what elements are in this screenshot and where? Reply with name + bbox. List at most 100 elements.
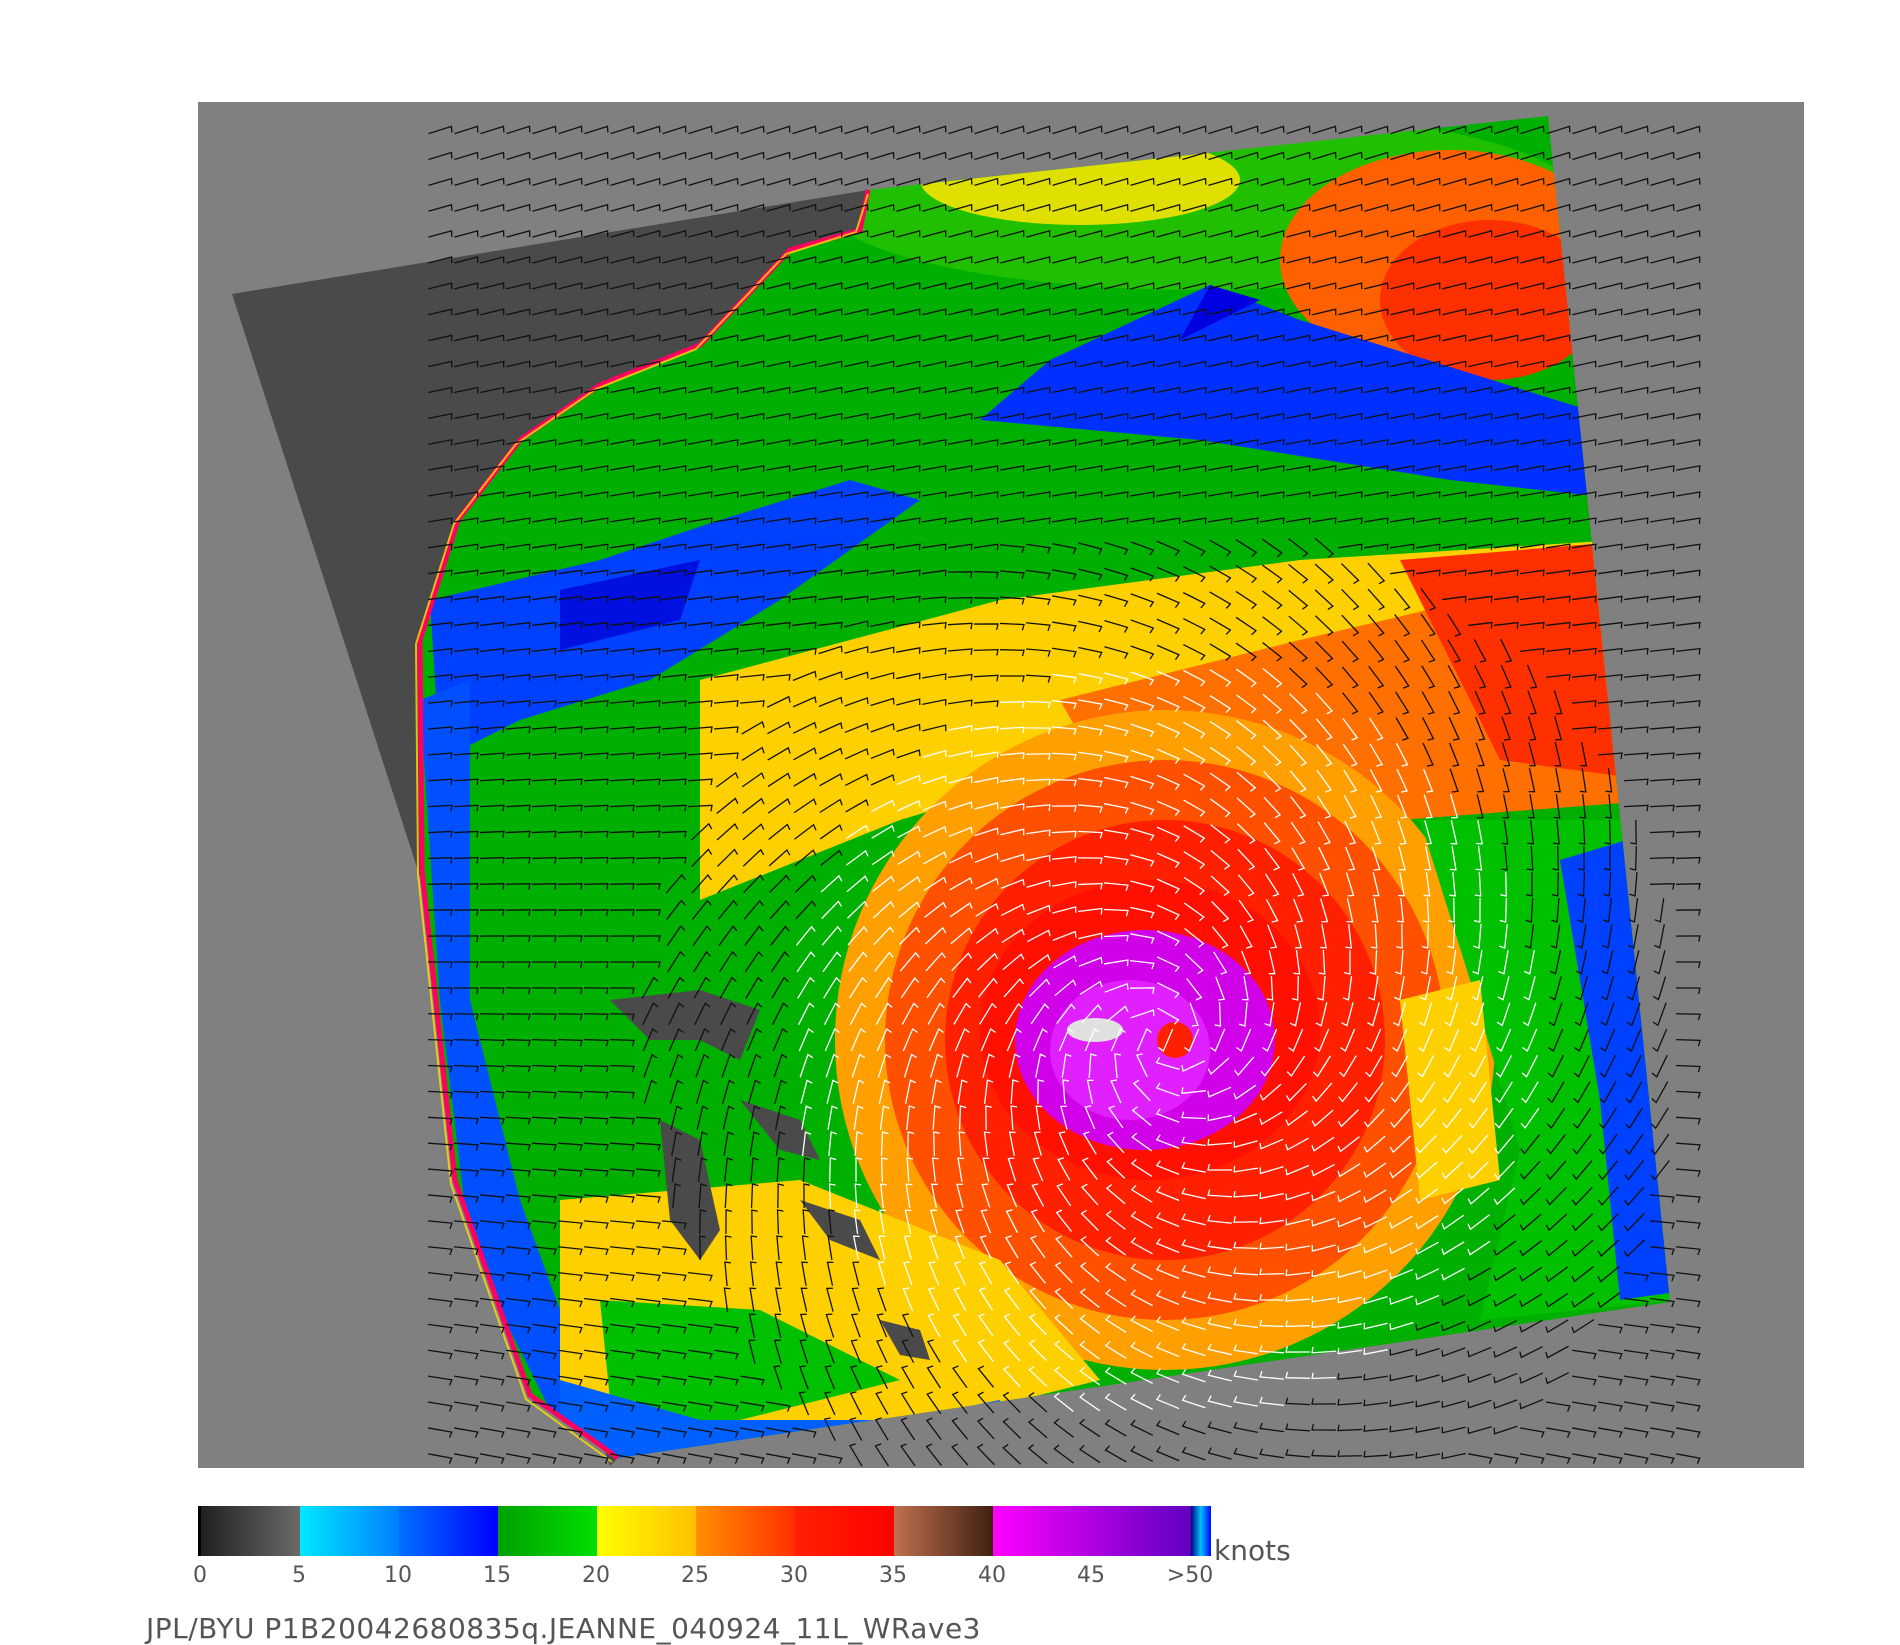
wind-barb bbox=[792, 151, 817, 161]
wind-barb bbox=[1060, 1105, 1068, 1130]
wind-barb bbox=[557, 1246, 583, 1256]
wind-barb bbox=[1468, 1453, 1493, 1464]
wind-barb bbox=[635, 726, 661, 734]
wind-barb bbox=[999, 544, 1025, 554]
wind-barb bbox=[1000, 334, 1025, 342]
wind-barb bbox=[584, 1349, 609, 1360]
wind-barb bbox=[557, 883, 583, 890]
wind-barb bbox=[973, 674, 999, 682]
colorbar-tick-label: 10 bbox=[384, 1563, 412, 1588]
wind-barb bbox=[1181, 1111, 1207, 1120]
wind-barb bbox=[974, 386, 999, 394]
wind-barb bbox=[1545, 1345, 1569, 1359]
wind-barb bbox=[1623, 1239, 1646, 1258]
wind-barb bbox=[1311, 1244, 1336, 1252]
wind-barb bbox=[1624, 1401, 1649, 1412]
wind-barb bbox=[953, 1261, 966, 1286]
wind-barb bbox=[610, 360, 635, 368]
wind-barb bbox=[792, 412, 817, 420]
wind-barb bbox=[1416, 1081, 1436, 1103]
wind-barb bbox=[695, 1079, 709, 1104]
wind-barb bbox=[1415, 1400, 1440, 1408]
wind-barb bbox=[1265, 899, 1279, 923]
wind-barb bbox=[1026, 282, 1051, 290]
wind-barb bbox=[1104, 438, 1129, 446]
wind-barb bbox=[1079, 1262, 1100, 1283]
wind-barb bbox=[844, 230, 869, 238]
wind-barb bbox=[1523, 950, 1535, 975]
wind-barb bbox=[1078, 517, 1103, 525]
wind-barb bbox=[926, 1365, 942, 1389]
wind-barb bbox=[1003, 1339, 1021, 1362]
wind-barb bbox=[454, 282, 479, 290]
wind-barb bbox=[1519, 1213, 1542, 1231]
wind-barb bbox=[1443, 1055, 1461, 1078]
wind-barb bbox=[1130, 645, 1155, 660]
wind-barb bbox=[1338, 256, 1363, 264]
wind-barb bbox=[766, 256, 791, 264]
wind-barb bbox=[844, 465, 869, 472]
wind-barb bbox=[1441, 1400, 1466, 1409]
wind-barb bbox=[999, 675, 1025, 683]
wind-barb bbox=[453, 1013, 479, 1021]
wind-barb bbox=[1214, 1001, 1222, 1027]
wind-barb bbox=[1528, 742, 1536, 767]
wind-barb bbox=[922, 230, 947, 238]
wind-barb bbox=[896, 543, 921, 551]
wind-barb bbox=[609, 1038, 635, 1047]
wind-barb bbox=[1651, 1054, 1668, 1078]
wind-barb bbox=[1629, 871, 1638, 897]
colorbar bbox=[198, 1506, 1211, 1556]
wind-barb bbox=[1314, 563, 1335, 584]
wind-barb bbox=[1130, 1289, 1153, 1307]
wind-barb bbox=[688, 151, 713, 161]
wind-barb bbox=[1156, 151, 1181, 161]
wind-barb bbox=[1025, 804, 1051, 811]
wind-barb bbox=[453, 987, 479, 995]
wind-barb bbox=[1259, 1242, 1285, 1250]
wind-barb bbox=[922, 465, 947, 472]
wind-barb bbox=[453, 700, 479, 707]
wind-barb bbox=[1104, 646, 1129, 659]
wind-barb bbox=[1624, 125, 1649, 135]
wind-barb bbox=[1624, 1133, 1644, 1155]
wind-barb bbox=[1546, 125, 1571, 135]
wind-barb bbox=[1572, 1107, 1592, 1130]
wind-barb bbox=[480, 621, 505, 629]
wind-barb bbox=[717, 899, 738, 920]
wind-barb bbox=[1052, 906, 1077, 914]
wind-barb bbox=[1337, 1270, 1362, 1279]
wind-barb bbox=[558, 203, 583, 212]
wind-barb bbox=[1288, 615, 1309, 636]
wind-barb bbox=[1130, 360, 1155, 368]
wind-barb bbox=[1649, 856, 1675, 864]
wind-barb bbox=[531, 1090, 557, 1099]
wind-barb bbox=[1367, 562, 1386, 585]
wind-barb bbox=[1416, 203, 1441, 212]
wind-barb bbox=[1285, 1218, 1310, 1226]
wind-barb bbox=[1654, 898, 1665, 923]
wind-barb bbox=[1208, 125, 1233, 135]
wind-barb bbox=[610, 151, 635, 161]
wind-barb bbox=[1233, 1447, 1258, 1460]
wind-barb bbox=[844, 203, 869, 212]
wind-barb bbox=[818, 412, 843, 420]
wind-barb bbox=[1105, 1210, 1126, 1230]
wind-barb bbox=[1442, 203, 1467, 212]
colorbar-tick-label: 25 bbox=[681, 1563, 709, 1588]
wind-barb bbox=[1341, 614, 1360, 637]
wind-barb bbox=[662, 491, 687, 499]
wind-barb bbox=[792, 256, 817, 264]
wind-barb bbox=[532, 282, 557, 290]
wind-barb bbox=[1676, 151, 1701, 161]
wind-barb bbox=[505, 804, 531, 812]
wind-barb bbox=[1311, 1295, 1336, 1303]
wind-barb bbox=[870, 774, 895, 786]
wind-barb bbox=[1650, 125, 1675, 135]
wind-barb bbox=[1105, 1262, 1127, 1282]
wind-barb bbox=[766, 647, 791, 655]
wind-barb bbox=[1156, 125, 1181, 135]
wind-barb bbox=[901, 1313, 914, 1338]
wind-barb bbox=[1520, 308, 1545, 316]
wind-barb bbox=[454, 230, 479, 238]
